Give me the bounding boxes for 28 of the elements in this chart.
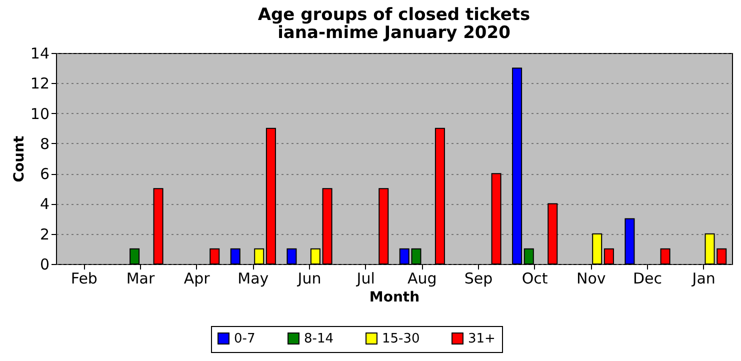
y-tick-label: 14 bbox=[30, 44, 50, 62]
legend-label: 0-7 bbox=[234, 332, 256, 347]
x-tick-label: Feb bbox=[70, 270, 98, 288]
y-tick-label: 12 bbox=[30, 74, 50, 93]
chart-subtitle: iana-mime January 2020 bbox=[278, 23, 511, 43]
x-tick-label: Jul bbox=[356, 270, 375, 288]
x-tick-label: Mar bbox=[126, 270, 156, 288]
x-tick-label: May bbox=[238, 270, 269, 288]
x-tick-label: Nov bbox=[576, 270, 606, 288]
legend-label: 8-14 bbox=[304, 332, 334, 347]
x-tick-label: Aug bbox=[408, 270, 437, 288]
y-tick-label: 6 bbox=[40, 165, 50, 184]
y-tick-label: 0 bbox=[40, 256, 50, 274]
x-tick-label: Jan bbox=[691, 270, 716, 288]
x-axis-title: Month bbox=[369, 290, 420, 306]
x-tick-label: Jun bbox=[296, 270, 322, 288]
y-tick-label: 2 bbox=[40, 225, 50, 244]
x-tick-label: Dec bbox=[632, 270, 662, 288]
y-tick-label: 8 bbox=[40, 134, 50, 153]
x-tick-label: Apr bbox=[184, 270, 211, 288]
legend-label: 15-30 bbox=[382, 332, 420, 347]
y-tick-label: 10 bbox=[30, 104, 50, 123]
y-axis-title: Count bbox=[11, 135, 28, 182]
y-tick-label: 4 bbox=[40, 195, 50, 214]
legend-label: 31+ bbox=[468, 332, 496, 347]
x-tick-label: Oct bbox=[522, 270, 548, 288]
x-tick-label: Sep bbox=[464, 270, 493, 288]
chart-title: Age groups of closed tickets bbox=[258, 5, 530, 25]
